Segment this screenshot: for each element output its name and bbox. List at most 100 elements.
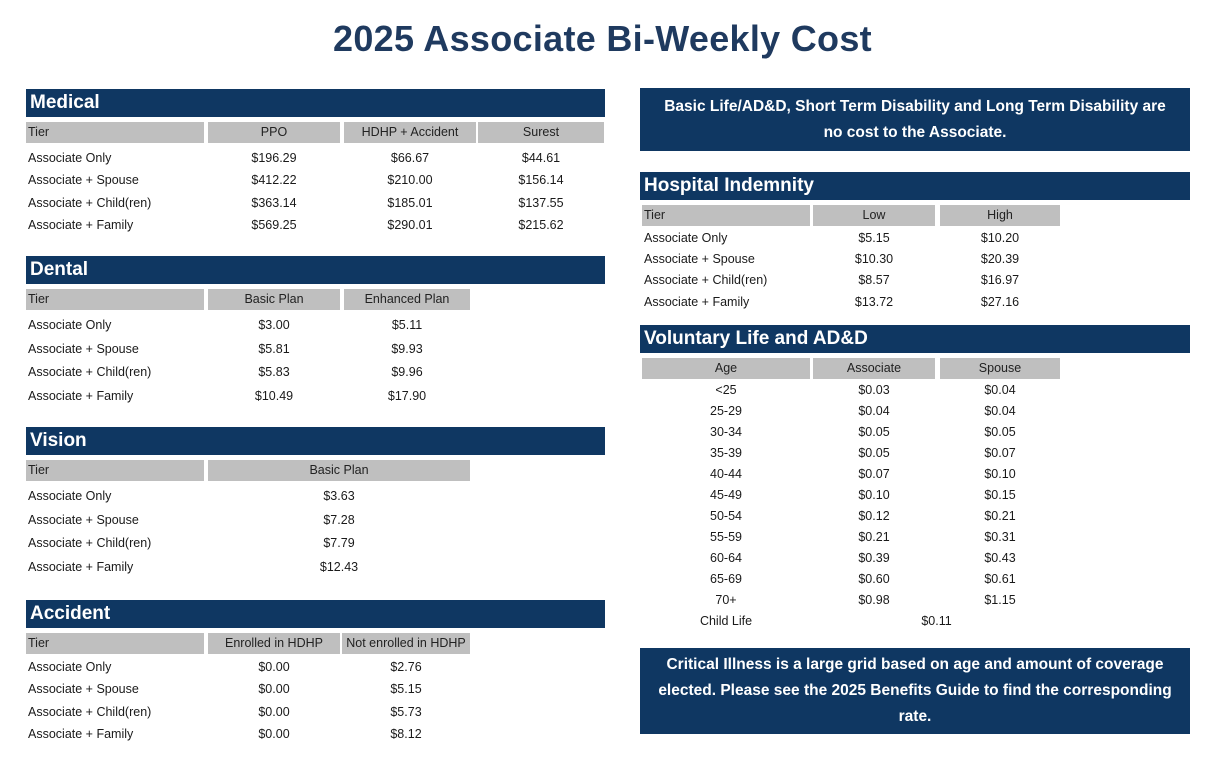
no-cost-notice: Basic Life/AD&D, Short Term Disability a…: [640, 88, 1190, 151]
column-header: PPO: [208, 122, 340, 143]
table-row: Associate + Child(ren) $5.83 $9.96: [26, 361, 605, 385]
cost-cell: $1.15: [984, 593, 1016, 607]
cost-cell: $0.61: [984, 572, 1016, 586]
row-label: Associate + Family: [28, 388, 134, 403]
hospital-header: Hospital Indemnity: [640, 172, 1190, 200]
cost-cell: $5.11: [391, 318, 423, 332]
cost-cell: $0.04: [984, 404, 1016, 418]
cost-cell: $5.15: [858, 231, 890, 245]
table-row: Associate + Spouse $412.22 $210.00 $156.14: [26, 169, 605, 191]
column-header: Low: [813, 205, 935, 226]
row-label: 25-29: [710, 404, 742, 418]
cost-cell: $7.79: [323, 536, 355, 550]
row-label: Associate + Child(ren): [28, 195, 152, 210]
row-label: 30-34: [710, 425, 742, 439]
cost-cell: $44.61: [521, 151, 561, 165]
row-label: Associate + Spouse: [28, 341, 139, 356]
voluntary-life-section: Voluntary Life and AD&D Age Associate Spous…: [640, 325, 1190, 632]
vision-column-headers: Tier Basic Plan: [26, 460, 605, 481]
cost-cell: $0.98: [858, 593, 890, 607]
table-row: Associate + Child(ren) $8.57 $16.97: [640, 270, 1190, 291]
voluntary-header: Voluntary Life and AD&D: [640, 325, 1190, 353]
table-row: Associate + Spouse $10.30 $20.39: [640, 249, 1190, 270]
cost-cell: $0.07: [858, 467, 890, 481]
vision-header: Vision: [26, 427, 605, 455]
table-row: Associate + Spouse $5.81 $9.93: [26, 338, 605, 362]
row-label: Associate + Child(ren): [28, 536, 152, 550]
cost-cell: $290.01: [387, 217, 433, 232]
cost-cell: $66.67: [390, 151, 430, 165]
cost-cell: $0.21: [858, 530, 890, 544]
dental-column-headers: Tier Basic Plan Enhanced Plan: [26, 289, 605, 310]
row-label: Associate + Child(ren): [28, 365, 152, 379]
cost-cell: $0.03: [858, 383, 890, 397]
table-row: 45-49 $0.10 $0.15: [640, 485, 1190, 506]
cost-cell: $10.20: [980, 231, 1020, 245]
cost-cell: $8.57: [858, 273, 890, 288]
cost-cell: $569.25: [251, 217, 297, 232]
voluntary-column-headers: Age Associate Spouse: [640, 358, 1190, 379]
cost-cell: $9.93: [391, 341, 423, 356]
table-row: <25 $0.03 $0.04: [640, 380, 1190, 401]
hospital-column-headers: Tier Low High: [640, 205, 1190, 226]
cost-cell: $5.83: [258, 365, 290, 379]
table-row: Associate + Family $10.49 $17.90: [26, 385, 605, 409]
column-header: Tier: [26, 460, 204, 481]
row-label: Associate + Spouse: [28, 682, 139, 697]
row-label: Associate + Spouse: [644, 252, 755, 267]
column-header: Basic Plan: [208, 289, 340, 310]
cost-cell: $412.22: [251, 173, 297, 188]
column-header: Associate: [813, 358, 935, 379]
column-header: Tier: [26, 633, 204, 654]
row-label: Associate Only: [28, 151, 112, 165]
cost-cell: $0.39: [858, 551, 890, 565]
cost-cell: $17.90: [387, 388, 427, 403]
accident-header: Accident: [26, 600, 605, 628]
column-header: Tier: [642, 205, 810, 226]
cost-cell: $0.21: [984, 509, 1016, 523]
accident-section: Accident Tier Enrolled in HDHP Not enrolled…: [26, 600, 605, 745]
cost-cell: $16.97: [980, 273, 1020, 288]
column-header: Enhanced Plan: [344, 289, 470, 310]
page-title: 2025 Associate Bi-Weekly Cost: [333, 18, 872, 59]
cost-cell: $0.05: [858, 425, 890, 439]
cost-cell: $156.14: [518, 173, 564, 188]
row-label: Associate + Child(ren): [644, 273, 768, 288]
row-label: Associate + Family: [28, 726, 134, 741]
row-label: Associate + Family: [28, 559, 134, 574]
cost-cell: $10.30: [854, 252, 894, 267]
cost-cell: $210.00: [387, 173, 433, 188]
cost-cell: $363.14: [251, 195, 297, 210]
row-label: Associate + Family: [28, 217, 134, 232]
table-row: 50-54 $0.12 $0.21: [640, 506, 1190, 527]
cost-cell: $0.31: [984, 530, 1016, 544]
cost-cell: $27.16: [980, 294, 1020, 309]
table-row: Associate + Spouse $0.00 $5.15: [26, 678, 605, 700]
cost-cell: $5.73: [390, 704, 422, 719]
medical-column-headers: Tier PPO HDHP + Accident Surest: [26, 122, 605, 143]
cost-cell: $185.01: [387, 195, 433, 210]
row-label: 55-59: [710, 530, 742, 544]
column-header: Tier: [26, 122, 204, 143]
cost-cell: $10.49: [254, 388, 294, 403]
row-label: Associate Only: [644, 231, 728, 245]
table-row: Associate + Family $569.25 $290.01 $215.62: [26, 214, 605, 236]
cost-cell: $0.12: [858, 509, 890, 523]
cost-cell: $0.10: [984, 467, 1016, 481]
cost-cell: $0.43: [984, 551, 1016, 565]
medical-section: Medical Tier PPO HDHP + Accident Surest Assoc…: [26, 89, 605, 236]
cost-cell: $0.05: [858, 446, 890, 460]
row-label: 45-49: [710, 488, 742, 502]
column-header: HDHP + Accident: [344, 122, 476, 143]
cost-cell: $196.29: [251, 151, 297, 165]
row-label: 60-64: [710, 551, 742, 565]
table-row: Associate + Spouse $7.28: [26, 509, 605, 533]
cost-cell: $0.05: [984, 425, 1016, 439]
cost-cell: $9.96: [391, 365, 423, 379]
row-label: <25: [715, 383, 737, 397]
column-header: Spouse: [940, 358, 1060, 379]
table-row: Associate Only $5.15 $10.20: [640, 228, 1190, 249]
vision-section: Vision Tier Basic Plan Associate Only $3.63 A…: [26, 427, 605, 579]
cost-cell: $3.00: [258, 318, 290, 332]
cost-cell: $12.43: [319, 559, 359, 574]
